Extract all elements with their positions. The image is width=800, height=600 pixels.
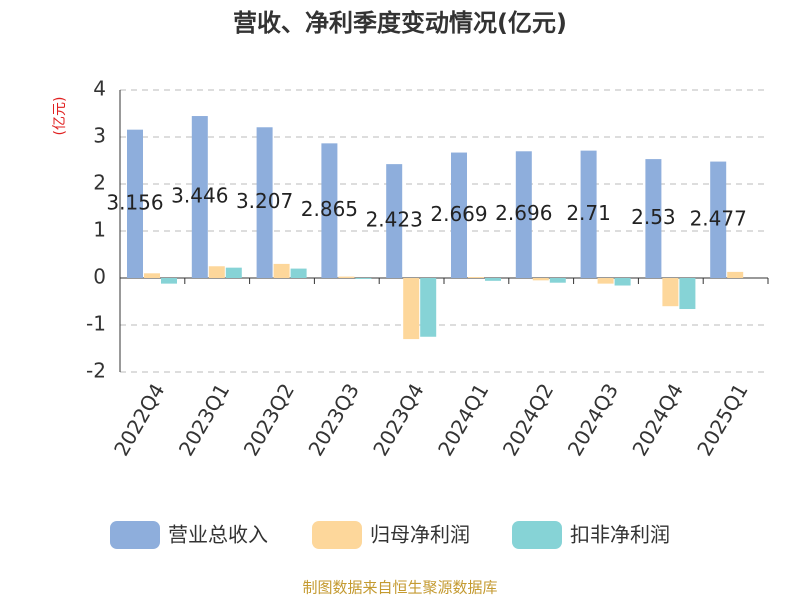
bar xyxy=(532,278,549,281)
bar xyxy=(273,263,290,278)
bar xyxy=(580,150,597,278)
legend-label: 归母净利润 xyxy=(370,523,470,547)
bar xyxy=(679,278,696,310)
y-axis-label: (亿元) xyxy=(52,97,68,136)
x-tick-label: 2025Q1 xyxy=(692,379,752,460)
bar xyxy=(645,159,662,278)
bar xyxy=(386,164,403,278)
legend-swatch xyxy=(312,521,362,549)
bar xyxy=(597,278,614,284)
bar xyxy=(614,278,631,286)
bar xyxy=(355,278,372,279)
x-tick-label: 2023Q3 xyxy=(303,379,363,460)
legend-swatch xyxy=(110,521,160,549)
y-tick-label: 2 xyxy=(93,171,106,195)
value-label: 2.865 xyxy=(301,197,358,221)
legend-label: 扣非净利润 xyxy=(570,523,670,547)
bar xyxy=(710,161,727,278)
legend-label: 营业总收入 xyxy=(168,523,268,547)
x-tick-label: 2024Q1 xyxy=(433,379,493,460)
y-tick-label: 1 xyxy=(93,218,106,242)
bar xyxy=(191,116,208,279)
value-label: 2.423 xyxy=(366,208,423,232)
value-label: 2.696 xyxy=(495,201,552,225)
bar xyxy=(256,127,273,278)
bar xyxy=(485,278,501,281)
value-label: 3.446 xyxy=(171,184,228,208)
y-tick-label: -2 xyxy=(86,359,106,383)
bar xyxy=(549,278,566,283)
bar xyxy=(144,273,160,278)
bar xyxy=(225,267,242,278)
y-tick-label: 3 xyxy=(93,124,106,148)
chart-title: 营收、净利季度变动情况(亿元) xyxy=(233,9,567,37)
x-tick-label: 2023Q2 xyxy=(239,379,299,460)
bar xyxy=(662,278,679,307)
y-tick-label: 0 xyxy=(93,265,106,289)
value-label: 2.53 xyxy=(631,205,676,229)
value-label: 3.156 xyxy=(106,190,163,214)
value-label: 2.669 xyxy=(430,202,487,226)
bar xyxy=(161,278,177,284)
x-tick-label: 2024Q3 xyxy=(563,379,623,460)
source-note: 制图数据来自恒生聚源数据库 xyxy=(302,579,497,597)
bar xyxy=(515,151,532,278)
bar xyxy=(727,271,744,278)
bar xyxy=(338,276,355,278)
bar xyxy=(451,152,467,278)
x-tick-label: 2024Q2 xyxy=(498,379,558,460)
x-tick-label: 2023Q4 xyxy=(368,379,428,460)
bar xyxy=(208,266,225,278)
bar xyxy=(321,143,338,278)
y-tick-label: 4 xyxy=(93,77,106,101)
x-tick-label: 2024Q4 xyxy=(627,379,687,460)
bar xyxy=(290,268,307,278)
value-label: 2.71 xyxy=(566,201,611,225)
y-tick-label: -1 xyxy=(86,312,106,336)
x-tick-label: 2023Q1 xyxy=(174,379,234,460)
value-label: 2.477 xyxy=(690,206,747,230)
bar xyxy=(403,278,420,340)
legend-swatch xyxy=(512,521,562,549)
bar xyxy=(468,277,484,278)
x-tick-label: 2022Q4 xyxy=(109,379,169,460)
bar xyxy=(127,129,143,278)
value-label: 3.207 xyxy=(236,189,293,213)
bar xyxy=(420,278,437,337)
